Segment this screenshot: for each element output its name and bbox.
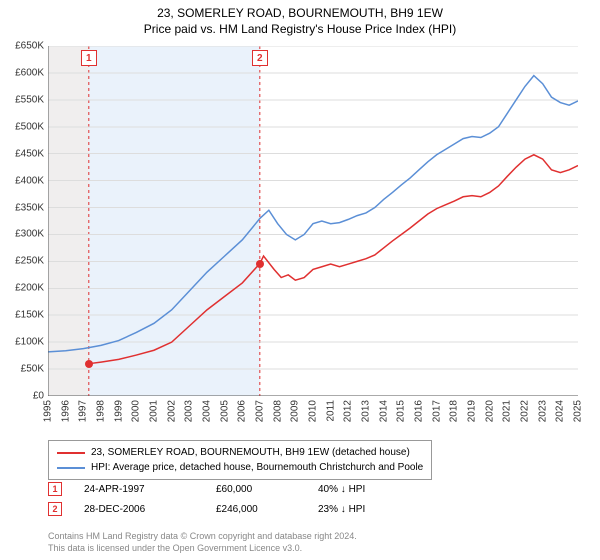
footer-line1: Contains HM Land Registry data © Crown c… bbox=[48, 530, 357, 542]
legend-label: HPI: Average price, detached house, Bour… bbox=[91, 460, 423, 475]
x-tick-label: 2003 bbox=[184, 400, 195, 422]
y-tick-label: £650K bbox=[15, 41, 44, 52]
x-tick-label: 2007 bbox=[255, 400, 266, 422]
legend-item: 23, SOMERLEY ROAD, BOURNEMOUTH, BH9 1EW … bbox=[57, 445, 423, 460]
x-tick-label: 1999 bbox=[113, 400, 124, 422]
y-tick-label: £550K bbox=[15, 94, 44, 105]
x-tick-label: 2023 bbox=[537, 400, 548, 422]
y-tick-label: £400K bbox=[15, 175, 44, 186]
x-tick-label: 2021 bbox=[502, 400, 513, 422]
sale-point-dot bbox=[85, 360, 93, 368]
transaction-price: £60,000 bbox=[216, 484, 296, 495]
y-tick-label: £300K bbox=[15, 229, 44, 240]
legend-box: 23, SOMERLEY ROAD, BOURNEMOUTH, BH9 1EW … bbox=[48, 440, 432, 480]
title-block: 23, SOMERLEY ROAD, BOURNEMOUTH, BH9 1EW … bbox=[0, 0, 600, 36]
x-tick-label: 1997 bbox=[78, 400, 89, 422]
x-tick-label: 2025 bbox=[573, 400, 584, 422]
x-tick-label: 1998 bbox=[96, 400, 107, 422]
chart-marker-badge-2: 2 bbox=[252, 50, 268, 66]
x-tick-label: 2008 bbox=[272, 400, 283, 422]
x-tick-label: 2006 bbox=[237, 400, 248, 422]
legend-swatch bbox=[57, 452, 85, 454]
transaction-row: 1 24-APR-1997 £60,000 40% ↓ HPI bbox=[48, 482, 365, 496]
x-tick-label: 2022 bbox=[520, 400, 531, 422]
plot-svg bbox=[48, 46, 578, 396]
legend-item: HPI: Average price, detached house, Bour… bbox=[57, 460, 423, 475]
x-tick-label: 1995 bbox=[43, 400, 54, 422]
x-tick-label: 2020 bbox=[484, 400, 495, 422]
x-tick-label: 2013 bbox=[361, 400, 372, 422]
transaction-badge: 1 bbox=[48, 482, 62, 496]
y-tick-label: £200K bbox=[15, 283, 44, 294]
footer-attribution: Contains HM Land Registry data © Crown c… bbox=[48, 530, 357, 554]
y-tick-label: £150K bbox=[15, 310, 44, 321]
x-tick-label: 2014 bbox=[378, 400, 389, 422]
x-tick-label: 2009 bbox=[290, 400, 301, 422]
x-tick-label: 2004 bbox=[202, 400, 213, 422]
x-tick-label: 2012 bbox=[343, 400, 354, 422]
y-tick-label: £50K bbox=[21, 364, 44, 375]
y-tick-label: £350K bbox=[15, 202, 44, 213]
y-tick-label: £500K bbox=[15, 121, 44, 132]
x-tick-label: 2011 bbox=[325, 400, 336, 422]
y-tick-label: £450K bbox=[15, 148, 44, 159]
y-tick-label: £250K bbox=[15, 256, 44, 267]
legend-swatch bbox=[57, 467, 85, 469]
x-tick-label: 2018 bbox=[449, 400, 460, 422]
title-address: 23, SOMERLEY ROAD, BOURNEMOUTH, BH9 1EW bbox=[0, 6, 600, 20]
x-tick-label: 2002 bbox=[166, 400, 177, 422]
x-tick-label: 2015 bbox=[396, 400, 407, 422]
transaction-date: 28-DEC-2006 bbox=[84, 504, 194, 515]
x-tick-label: 2016 bbox=[414, 400, 425, 422]
y-tick-label: £100K bbox=[15, 337, 44, 348]
transaction-date: 24-APR-1997 bbox=[84, 484, 194, 495]
footer-line2: This data is licensed under the Open Gov… bbox=[48, 542, 357, 554]
x-tick-label: 2024 bbox=[555, 400, 566, 422]
legend-label: 23, SOMERLEY ROAD, BOURNEMOUTH, BH9 1EW … bbox=[91, 445, 410, 460]
transaction-delta: 40% ↓ HPI bbox=[318, 484, 365, 495]
x-axis: 1995199619971998199920002001200220032004… bbox=[48, 396, 578, 444]
chart-marker-badge-1: 1 bbox=[81, 50, 97, 66]
chart-plot-area: 12 bbox=[48, 46, 578, 396]
x-tick-label: 2010 bbox=[308, 400, 319, 422]
y-axis: £0£50K£100K£150K£200K£250K£300K£350K£400… bbox=[0, 46, 48, 396]
sale-point-dot bbox=[256, 260, 264, 268]
figure-root: 23, SOMERLEY ROAD, BOURNEMOUTH, BH9 1EW … bbox=[0, 0, 600, 560]
title-subtitle: Price paid vs. HM Land Registry's House … bbox=[0, 22, 600, 36]
transactions-table: 1 24-APR-1997 £60,000 40% ↓ HPI 2 28-DEC-2006… bbox=[48, 482, 365, 522]
x-tick-label: 2001 bbox=[149, 400, 160, 422]
transaction-badge: 2 bbox=[48, 502, 62, 516]
y-tick-label: £600K bbox=[15, 67, 44, 78]
x-tick-label: 2005 bbox=[219, 400, 230, 422]
x-tick-label: 1996 bbox=[60, 400, 71, 422]
transaction-delta: 23% ↓ HPI bbox=[318, 504, 365, 515]
transaction-row: 2 28-DEC-2006 £246,000 23% ↓ HPI bbox=[48, 502, 365, 516]
x-tick-label: 2019 bbox=[467, 400, 478, 422]
x-tick-label: 2000 bbox=[131, 400, 142, 422]
transaction-price: £246,000 bbox=[216, 504, 296, 515]
x-tick-label: 2017 bbox=[431, 400, 442, 422]
